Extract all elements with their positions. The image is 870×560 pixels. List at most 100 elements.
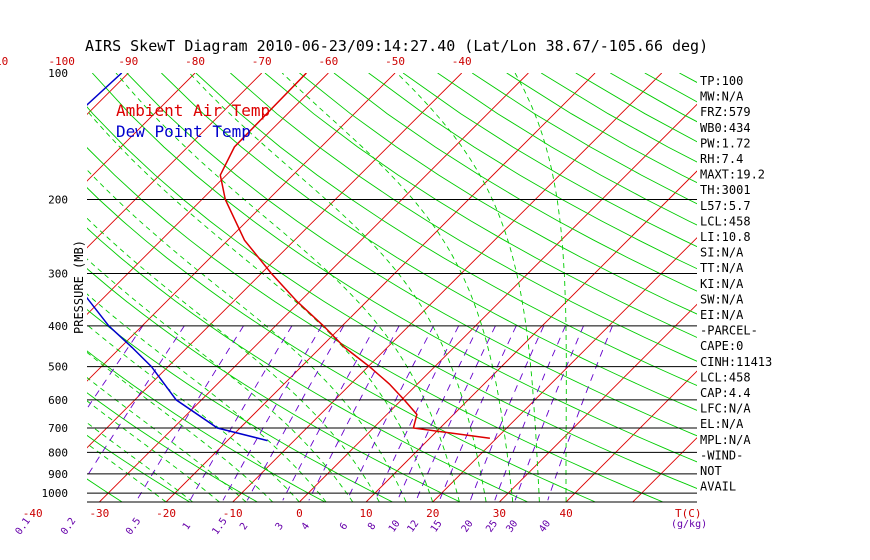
dry-adiabat-line <box>87 187 596 502</box>
dry-adiabat-line <box>87 350 326 502</box>
isotherm-line <box>0 73 62 502</box>
mixing-ratio-tick-label: 2 <box>238 521 250 532</box>
moist-adiabat-line <box>87 422 193 502</box>
legend: Ambient Air Temp Dew Point Temp <box>116 101 270 141</box>
dry-adiabat-line <box>87 268 461 502</box>
stability-index: LCL:458 <box>700 370 751 384</box>
pressure-tick-label: 100 <box>48 67 68 80</box>
stability-index: WB0:434 <box>700 121 751 135</box>
mixing-ratio-line <box>374 325 460 501</box>
bottom-temp-tick-label: 40 <box>559 507 572 520</box>
stability-index: LCL:458 <box>700 214 751 228</box>
mixing-ratio-tick-label: 30 <box>504 518 520 534</box>
ambient-air-temp-line <box>219 73 490 439</box>
stability-index: EI:N/A <box>700 308 744 322</box>
moist-adiabat-line <box>87 258 354 502</box>
mixing-ratio-tick-label: 15 <box>429 518 445 534</box>
bottom-temp-tick-label: -40 <box>23 507 43 520</box>
top-temp-tick-label: -60 <box>318 55 338 68</box>
mixing-ratio-tick-label: 0.2 <box>59 516 78 537</box>
dry-adiabat-line <box>161 73 697 411</box>
stability-index: RH:7.4 <box>700 152 743 166</box>
legend-entry: Dew Point Temp <box>116 122 251 141</box>
stability-index: EL:N/A <box>700 417 744 431</box>
isotherm-line <box>87 73 263 249</box>
moist-adiabat-line <box>87 110 434 502</box>
pressure-tick-label: 700 <box>48 422 68 435</box>
stability-index: AVAIL <box>700 480 736 494</box>
bottom-temp-tick-label: -20 <box>156 507 176 520</box>
bottom-temp-tick-label: -30 <box>89 507 109 520</box>
stability-index: SW:N/A <box>700 292 744 306</box>
mixing-ratio-line <box>87 325 144 410</box>
stability-index: -PARCEL- <box>700 324 758 338</box>
pressure-tick-label: 400 <box>48 320 68 333</box>
bottom-temp-tick-label: 10 <box>359 507 372 520</box>
dry-adiabat-line <box>0 73 55 502</box>
isotherm-line <box>99 73 529 502</box>
dew-point-temp-line <box>87 73 268 442</box>
isotherm-line <box>165 73 596 502</box>
dry-adiabat-line <box>333 73 697 292</box>
stability-index: -WIND- <box>700 448 743 462</box>
stability-index: FRZ:579 <box>700 105 751 119</box>
top-temp-tick-label: -110 <box>0 55 8 68</box>
dry-adiabat-line <box>195 73 697 387</box>
moist-adiabat-line <box>281 73 514 502</box>
moist-adiabat-line <box>87 351 274 502</box>
top-temp-tick-label: -90 <box>118 55 138 68</box>
moist-adiabat-line <box>87 169 407 502</box>
pressure-tick-label: 800 <box>48 446 68 459</box>
bottom-temp-tick-label: 0 <box>296 507 303 520</box>
y-axis-label: PRESSURE (MB) <box>72 240 86 334</box>
pressure-tick-label: 1000 <box>42 487 69 500</box>
dry-adiabat-line <box>299 73 697 315</box>
mixing-ratio-tick-label: 10 <box>387 518 403 534</box>
mixing-ratio-tick-label: 6 <box>338 521 350 532</box>
mixing-ratio-tick-label: 12 <box>405 518 421 534</box>
stability-index: TP:100 <box>700 74 743 88</box>
mixing-ratio-tick-label: 40 <box>537 518 553 534</box>
mixing-ratio-tick-label: 8 <box>366 521 378 532</box>
top-temp-tick-label: -100 <box>48 55 75 68</box>
dry-adiabat-line <box>87 147 664 502</box>
mixing-ratio-line <box>397 325 480 501</box>
dry-adiabat-line <box>748 73 870 502</box>
stability-index: L57:5.7 <box>700 199 751 213</box>
dry-adiabat-line <box>471 73 697 205</box>
moist-adiabat-line <box>87 400 220 502</box>
stability-index: KI:N/A <box>700 277 744 291</box>
stability-index: TT:N/A <box>700 261 744 275</box>
isotherm-line <box>87 73 396 382</box>
stability-index: MPL:N/A <box>700 433 751 447</box>
moist-adiabat-line <box>189 73 487 502</box>
mixing-ratio-tick-label: 25 <box>484 518 500 534</box>
isotherm-line <box>833 73 870 502</box>
dry-adiabat-line <box>87 106 697 490</box>
stability-index: CAPE:0 <box>700 339 743 353</box>
moist-adiabat-line <box>87 217 380 502</box>
x-axis-label: T(C) <box>675 507 702 520</box>
top-temp-tick-label: -80 <box>185 55 205 68</box>
pressure-tick-label: 300 <box>48 267 68 280</box>
dry-adiabat-line <box>87 308 393 502</box>
dry-adiabat-line <box>126 73 697 437</box>
dry-adiabat-line <box>87 227 528 502</box>
isotherm-line <box>87 73 329 316</box>
dry-adiabat-line <box>87 434 191 502</box>
mixing-ratio-line <box>439 325 517 501</box>
bottom-temp-tick-label: 30 <box>493 507 506 520</box>
stability-index: PW:1.72 <box>700 136 751 150</box>
moist-adiabat-line <box>87 324 300 502</box>
top-temp-tick-label: -70 <box>252 55 272 68</box>
dry-adiabat-line <box>87 478 123 502</box>
top-temp-tick-label: -50 <box>385 55 405 68</box>
plot-grid <box>0 73 870 502</box>
mixing-ratio-tick-label: 3 <box>274 521 286 532</box>
stability-index: MAXT:19.2 <box>700 168 765 182</box>
mixing-ratio-line <box>222 325 323 501</box>
dry-adiabat-line <box>644 73 697 103</box>
bottom-temp-tick-label: -10 <box>223 507 243 520</box>
